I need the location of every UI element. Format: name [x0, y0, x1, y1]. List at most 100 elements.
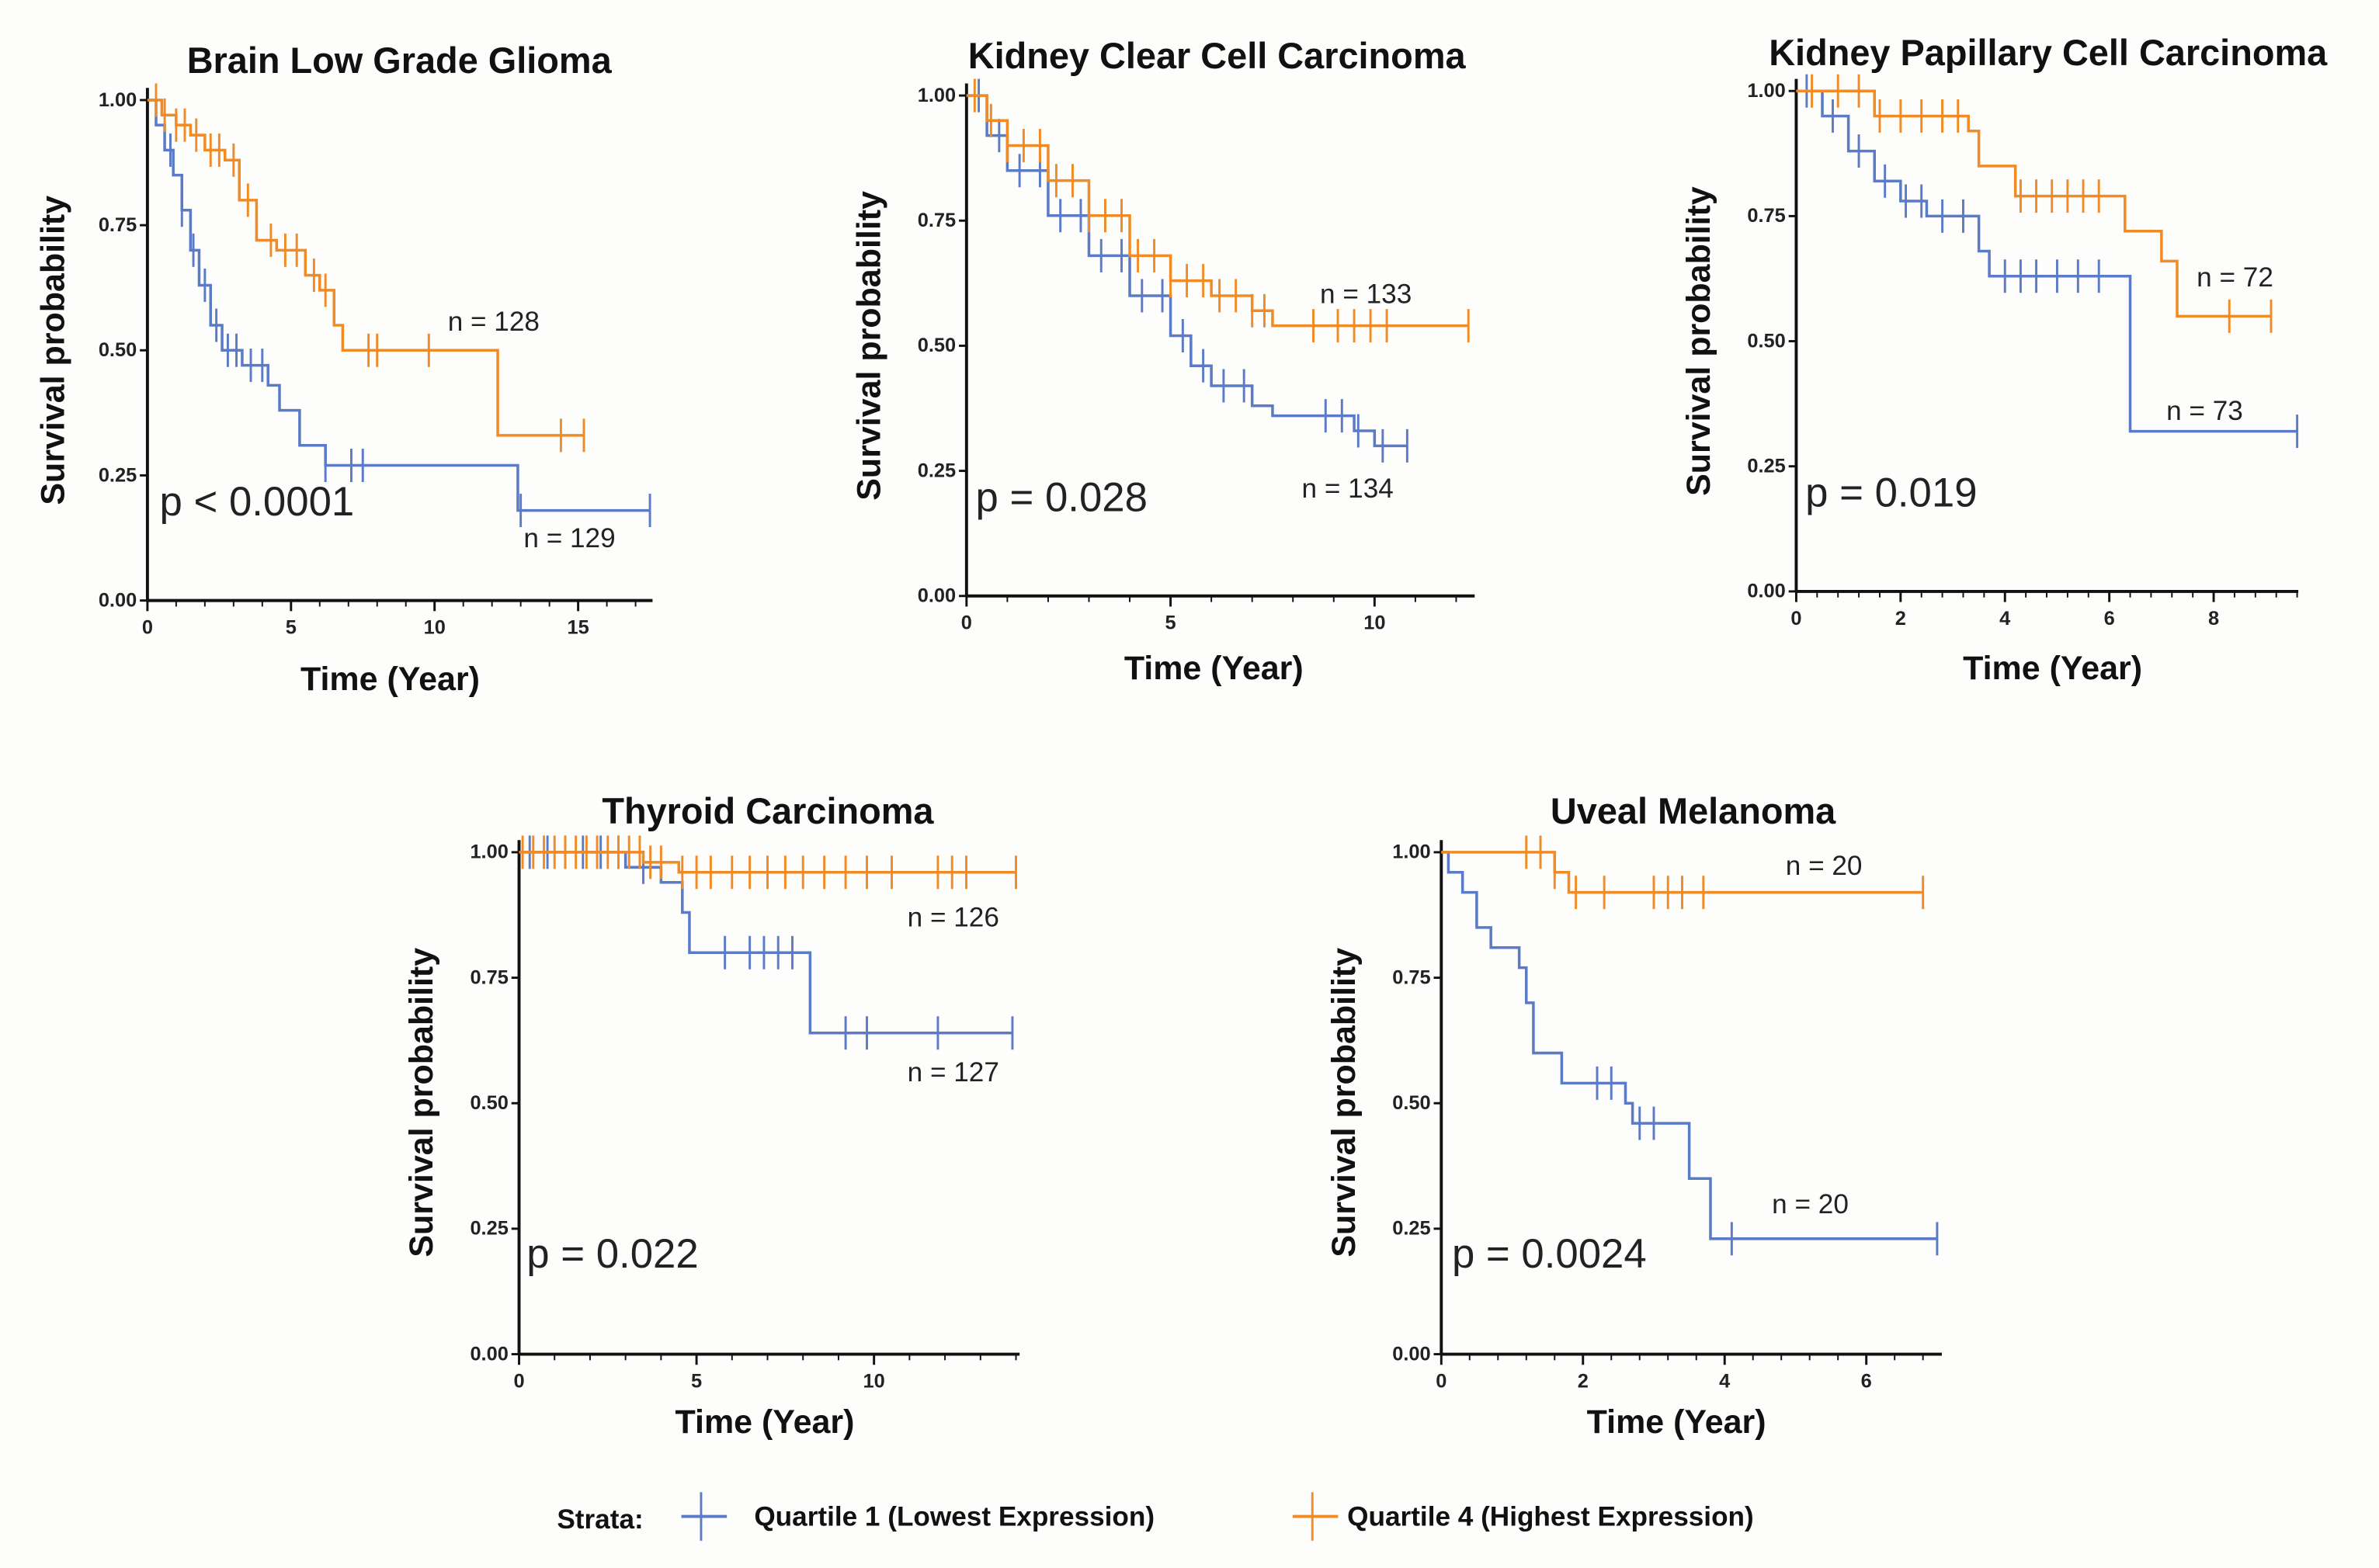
series-quartile-4: n = 128 — [147, 83, 585, 453]
y-tick-label: 0.75 — [99, 214, 137, 236]
p-value: p = 0.0024 — [1452, 1231, 1647, 1277]
x-axis-label: Time (Year) — [1587, 1403, 1766, 1441]
series-quartile-1: n = 73 — [1796, 74, 2299, 449]
km-panel-2: Kidney Clear Cell Carcinoma 0.00 0.25 0.50 0… — [850, 36, 1475, 687]
x-tick-label: 0 — [513, 1371, 524, 1393]
survival-curve — [519, 851, 1012, 1035]
y-tick-label: 1.00 — [99, 89, 137, 111]
y-tick-label: 0.75 — [918, 210, 956, 231]
y-tick-label: 0.75 — [1392, 966, 1430, 988]
p-value: p = 0.022 — [526, 1231, 698, 1277]
chart-title: Brain Low Grade Glioma — [187, 40, 613, 81]
y-tick-label: 0.25 — [918, 460, 956, 481]
series-quartile-4: n = 126 — [519, 835, 1017, 933]
km-panel-3: Kidney Papillary Cell Carcinoma 0.00 0.25 0… — [1680, 33, 2328, 687]
chart-title: Uveal Melanoma — [1551, 791, 1836, 831]
series-quartile-1: n = 20 — [1441, 851, 1939, 1256]
y-tick-label: 0.00 — [470, 1343, 508, 1365]
n-label: n = 134 — [1302, 474, 1394, 504]
y-tick-label: 1.00 — [1392, 841, 1430, 863]
n-label: n = 128 — [448, 307, 540, 337]
chart-title: Kidney Papillary Cell Carcinoma — [1769, 33, 2328, 73]
y-tick-label: 0.50 — [1747, 330, 1785, 352]
y-axis-label: Survival probability — [1680, 186, 1717, 496]
legend-q4-label: Quartile 4 (Highest Expression) — [1347, 1501, 1754, 1532]
survival-curve — [147, 99, 651, 512]
x-tick-label: 5 — [1165, 612, 1176, 634]
x-tick-label: 2 — [1895, 608, 1906, 630]
y-tick-label: 0.00 — [1392, 1343, 1430, 1365]
x-tick-label: 10 — [863, 1371, 885, 1393]
y-tick-label: 0.75 — [1747, 205, 1785, 227]
y-axis-label: Survival probability — [34, 196, 71, 505]
y-tick-label: 0.00 — [1747, 581, 1785, 602]
chart-title: Kidney Clear Cell Carcinoma — [968, 36, 1467, 76]
p-value: p = 0.028 — [976, 474, 1148, 520]
y-tick-label: 0.25 — [470, 1218, 508, 1240]
x-tick-label: 8 — [2208, 608, 2219, 630]
y-tick-label: 0.50 — [1392, 1092, 1430, 1114]
legend-q1-cross-icon — [681, 1492, 728, 1541]
y-tick-label: 1.00 — [918, 85, 956, 106]
y-tick-label: 0.00 — [99, 589, 137, 611]
y-axis-label: Survival probability — [1325, 948, 1363, 1258]
y-tick-label: 0.75 — [470, 966, 508, 988]
n-label: n = 133 — [1320, 279, 1412, 310]
survival-curve — [1441, 851, 1937, 1240]
y-tick-label: 1.00 — [1747, 80, 1785, 102]
series-quartile-1: n = 134 — [966, 78, 1408, 504]
y-tick-label: 1.00 — [470, 841, 508, 863]
legend: Strata: Quartile 1 (Lowest Expression) Q… — [557, 1492, 1754, 1541]
x-tick-label: 5 — [691, 1371, 702, 1393]
legend-q4-cross-icon — [1292, 1492, 1339, 1541]
legend-q1-label: Quartile 1 (Lowest Expression) — [754, 1501, 1155, 1532]
x-tick-label: 5 — [286, 617, 297, 639]
y-tick-label: 0.25 — [1747, 456, 1785, 477]
n-label: n = 126 — [908, 903, 999, 933]
x-axis-label: Time (Year) — [675, 1403, 855, 1441]
x-tick-label: 0 — [142, 617, 153, 639]
n-label: n = 72 — [2197, 262, 2273, 293]
x-tick-label: 4 — [1999, 608, 2010, 630]
y-tick-label: 0.25 — [1392, 1218, 1430, 1240]
y-tick-label: 0.50 — [918, 335, 956, 356]
y-tick-label: 0.50 — [99, 339, 137, 361]
x-tick-label: 15 — [567, 617, 589, 639]
y-tick-label: 0.25 — [99, 464, 137, 486]
x-tick-label: 10 — [424, 617, 446, 639]
series-quartile-4: n = 20 — [1441, 835, 1925, 910]
y-axis-label: Survival probability — [403, 948, 440, 1258]
survival-curve — [1441, 851, 1923, 894]
n-label: n = 20 — [1772, 1189, 1849, 1219]
n-label: n = 73 — [2166, 396, 2243, 426]
survival-curve — [1796, 89, 2297, 433]
x-tick-label: 0 — [961, 612, 972, 634]
x-axis-label: Time (Year) — [1963, 650, 2142, 687]
km-panel-1: Brain Low Grade Glioma 0.00 0.25 0.50 0.75 1.… — [34, 40, 653, 698]
n-label: n = 127 — [908, 1057, 999, 1088]
series-quartile-1: n = 127 — [519, 835, 1014, 1088]
km-panel-5: Uveal Melanoma 0.00 0.25 0.50 0.75 1.00 0 2 4 6 Ti… — [1325, 791, 1942, 1441]
x-axis-label: Time (Year) — [300, 661, 480, 698]
p-value: p < 0.0001 — [160, 479, 355, 525]
x-tick-label: 2 — [1578, 1371, 1589, 1393]
x-tick-label: 4 — [1719, 1371, 1730, 1393]
x-tick-label: 10 — [1363, 612, 1385, 634]
x-tick-label: 6 — [2104, 608, 2115, 630]
y-axis-label: Survival probability — [850, 191, 887, 501]
series-quartile-1: n = 129 — [147, 99, 651, 553]
x-tick-label: 0 — [1790, 608, 1801, 630]
survival-curve — [147, 99, 585, 437]
n-label: n = 129 — [523, 523, 615, 553]
x-tick-label: 6 — [1861, 1371, 1872, 1393]
p-value: p = 0.019 — [1805, 470, 1977, 515]
n-label: n = 20 — [1786, 851, 1863, 881]
legend-title: Strata: — [557, 1504, 643, 1535]
series-quartile-4: n = 72 — [1796, 74, 2273, 333]
y-tick-label: 0.50 — [470, 1092, 508, 1114]
series-quartile-4: n = 133 — [966, 78, 1470, 343]
x-tick-label: 0 — [1436, 1371, 1447, 1393]
y-tick-label: 0.00 — [918, 585, 956, 607]
survival-curve — [966, 94, 1408, 448]
